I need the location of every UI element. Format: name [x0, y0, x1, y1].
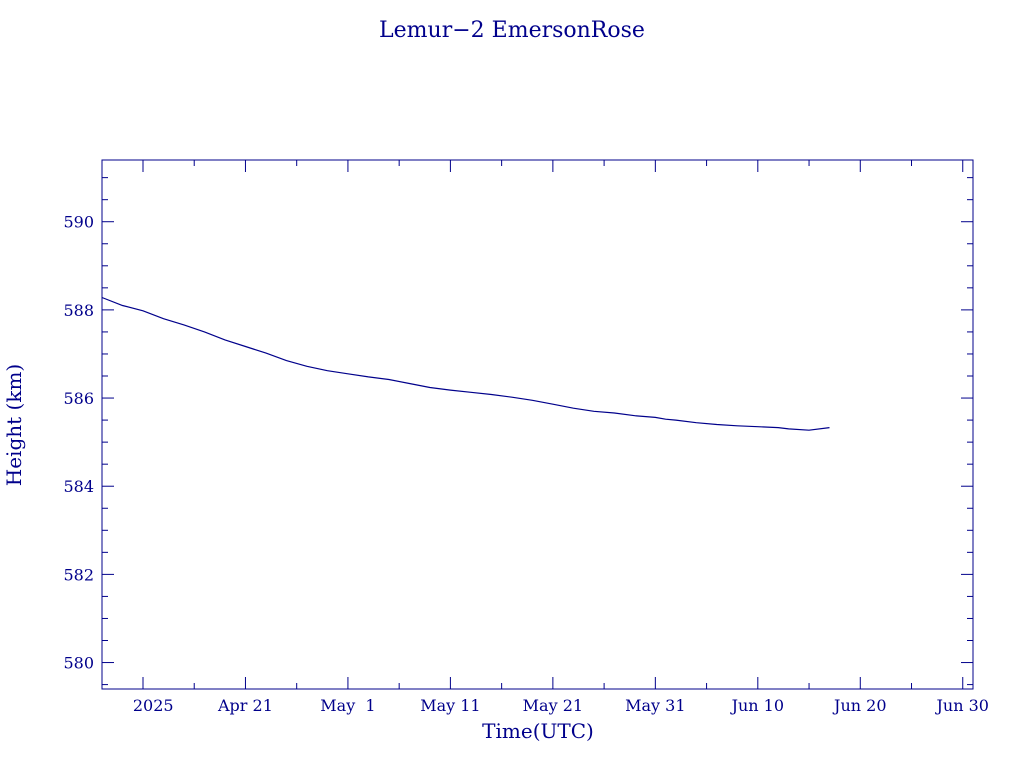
y-tick-label: 586	[63, 389, 94, 408]
x-tick-label: Jun 20	[832, 696, 886, 715]
y-tick-label: 588	[63, 301, 94, 320]
x-tick-label: Jun 10	[730, 696, 784, 715]
x-tick-label: 2025	[133, 696, 174, 715]
x-tick-label: May 21	[523, 696, 583, 715]
x-axis-label: Time(UTC)	[482, 719, 594, 743]
chart-title: Lemur−2 EmersonRose	[379, 18, 645, 43]
plot-frame	[101, 159, 974, 690]
y-tick-label: 580	[63, 654, 94, 673]
y-axis-label: Height (km)	[2, 364, 26, 486]
x-tick-label: Apr 21	[217, 696, 273, 715]
y-tick-label: 582	[63, 565, 94, 584]
tick-labels: 580 582 584 586 588 590 2025 Apr 21 May 1 May 11 M…	[63, 213, 989, 715]
y-tick-label: 590	[63, 213, 94, 232]
y-tick-label: 584	[63, 477, 94, 496]
x-tick-label: Jun 30	[935, 696, 989, 715]
tick-marks	[102, 160, 973, 689]
x-tick-label: May 1	[320, 696, 375, 715]
x-tick-label: May 31	[625, 696, 685, 715]
x-tick-label: May 11	[420, 696, 480, 715]
height-series-line	[101, 296, 830, 431]
series-layer	[101, 296, 830, 431]
